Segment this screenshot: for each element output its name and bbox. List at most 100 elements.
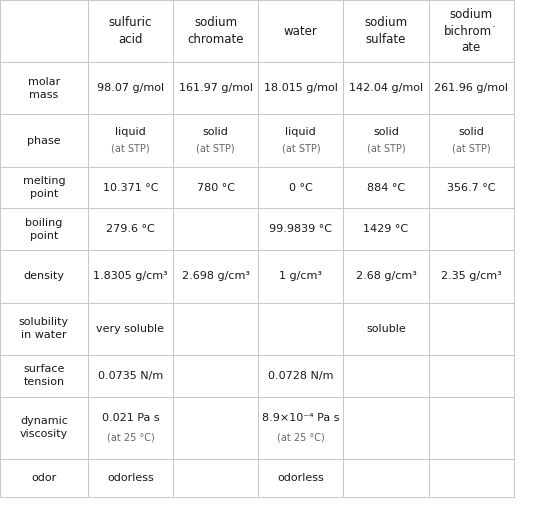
Bar — [343, 167, 429, 208]
Text: odorless: odorless — [277, 473, 324, 483]
Text: 161.97 g/mol: 161.97 g/mol — [179, 83, 253, 94]
Bar — [343, 355, 429, 397]
Bar — [0, 114, 88, 167]
Bar — [173, 62, 258, 114]
Bar — [429, 459, 514, 497]
Bar — [0, 62, 88, 114]
Bar — [429, 114, 514, 167]
Text: (at STP): (at STP) — [111, 144, 150, 154]
Bar — [88, 208, 173, 250]
Text: 261.96 g/mol: 261.96 g/mol — [434, 83, 508, 94]
Text: molar
mass: molar mass — [28, 77, 60, 100]
Text: melting
point: melting point — [22, 176, 66, 199]
Bar — [88, 355, 173, 397]
Bar — [0, 208, 88, 250]
Text: 0 °C: 0 °C — [289, 182, 313, 193]
Bar — [343, 114, 429, 167]
Bar — [173, 0, 258, 62]
Bar — [343, 397, 429, 459]
Text: phase: phase — [27, 135, 61, 146]
Text: 2.698 g/cm³: 2.698 g/cm³ — [182, 271, 250, 282]
Text: 279.6 °C: 279.6 °C — [106, 224, 155, 235]
Text: 10.371 °C: 10.371 °C — [103, 182, 158, 193]
Bar — [429, 250, 514, 303]
Bar — [258, 62, 343, 114]
Bar — [429, 167, 514, 208]
Bar — [429, 355, 514, 397]
Text: liquid: liquid — [115, 127, 146, 137]
Bar — [258, 208, 343, 250]
Text: odor: odor — [31, 473, 57, 483]
Bar — [88, 114, 173, 167]
Bar — [429, 208, 514, 250]
Text: 0.0728 N/m: 0.0728 N/m — [268, 370, 334, 381]
Text: 0.021 Pa s: 0.021 Pa s — [102, 413, 159, 423]
Bar — [88, 303, 173, 355]
Bar — [88, 397, 173, 459]
Bar — [88, 0, 173, 62]
Text: sodium
chromate: sodium chromate — [187, 16, 244, 46]
Bar — [258, 355, 343, 397]
Text: odorless: odorless — [107, 473, 154, 483]
Bar — [343, 303, 429, 355]
Text: sulfuric
acid: sulfuric acid — [109, 16, 152, 46]
Bar — [429, 303, 514, 355]
Text: solubility
in water: solubility in water — [19, 317, 69, 340]
Bar — [0, 167, 88, 208]
Bar — [88, 62, 173, 114]
Text: 780 °C: 780 °C — [197, 182, 235, 193]
Bar — [88, 167, 173, 208]
Text: 18.015 g/mol: 18.015 g/mol — [264, 83, 338, 94]
Bar — [343, 459, 429, 497]
Text: surface
tension: surface tension — [23, 364, 64, 387]
Text: (at 25 °C): (at 25 °C) — [277, 433, 325, 443]
Text: 1 g/cm³: 1 g/cm³ — [280, 271, 322, 282]
Text: 2.68 g/cm³: 2.68 g/cm³ — [355, 271, 417, 282]
Text: 142.04 g/mol: 142.04 g/mol — [349, 83, 423, 94]
Bar — [173, 303, 258, 355]
Text: (at STP): (at STP) — [367, 144, 405, 154]
Text: 8.9×10⁻⁴ Pa s: 8.9×10⁻⁴ Pa s — [262, 413, 340, 423]
Bar — [173, 355, 258, 397]
Bar — [429, 62, 514, 114]
Bar — [429, 0, 514, 62]
Bar — [258, 114, 343, 167]
Bar — [88, 459, 173, 497]
Bar — [0, 397, 88, 459]
Bar — [258, 303, 343, 355]
Text: (at 25 °C): (at 25 °C) — [106, 433, 155, 443]
Text: solid: solid — [373, 127, 399, 137]
Text: liquid: liquid — [286, 127, 316, 137]
Bar — [258, 250, 343, 303]
Bar — [0, 355, 88, 397]
Text: 99.9839 °C: 99.9839 °C — [269, 224, 333, 235]
Text: solid: solid — [458, 127, 484, 137]
Bar — [343, 0, 429, 62]
Bar — [0, 459, 88, 497]
Text: soluble: soluble — [366, 323, 406, 334]
Text: 1429 °C: 1429 °C — [364, 224, 408, 235]
Bar — [343, 250, 429, 303]
Bar — [258, 0, 343, 62]
Text: 884 °C: 884 °C — [367, 182, 405, 193]
Text: 356.7 °C: 356.7 °C — [447, 182, 495, 193]
Bar — [258, 397, 343, 459]
Text: very soluble: very soluble — [97, 323, 164, 334]
Text: (at STP): (at STP) — [282, 144, 320, 154]
Text: 2.35 g/cm³: 2.35 g/cm³ — [441, 271, 502, 282]
Bar — [173, 114, 258, 167]
Bar — [343, 208, 429, 250]
Bar — [0, 0, 88, 62]
Bar — [343, 62, 429, 114]
Bar — [173, 167, 258, 208]
Text: 0.0735 N/m: 0.0735 N/m — [98, 370, 163, 381]
Text: sodium
bichrom˙
ate: sodium bichrom˙ ate — [444, 8, 498, 54]
Bar — [173, 250, 258, 303]
Bar — [173, 208, 258, 250]
Text: boiling
point: boiling point — [25, 218, 63, 241]
Bar — [173, 459, 258, 497]
Bar — [0, 303, 88, 355]
Text: 1.8305 g/cm³: 1.8305 g/cm³ — [93, 271, 168, 282]
Bar — [173, 397, 258, 459]
Bar — [429, 397, 514, 459]
